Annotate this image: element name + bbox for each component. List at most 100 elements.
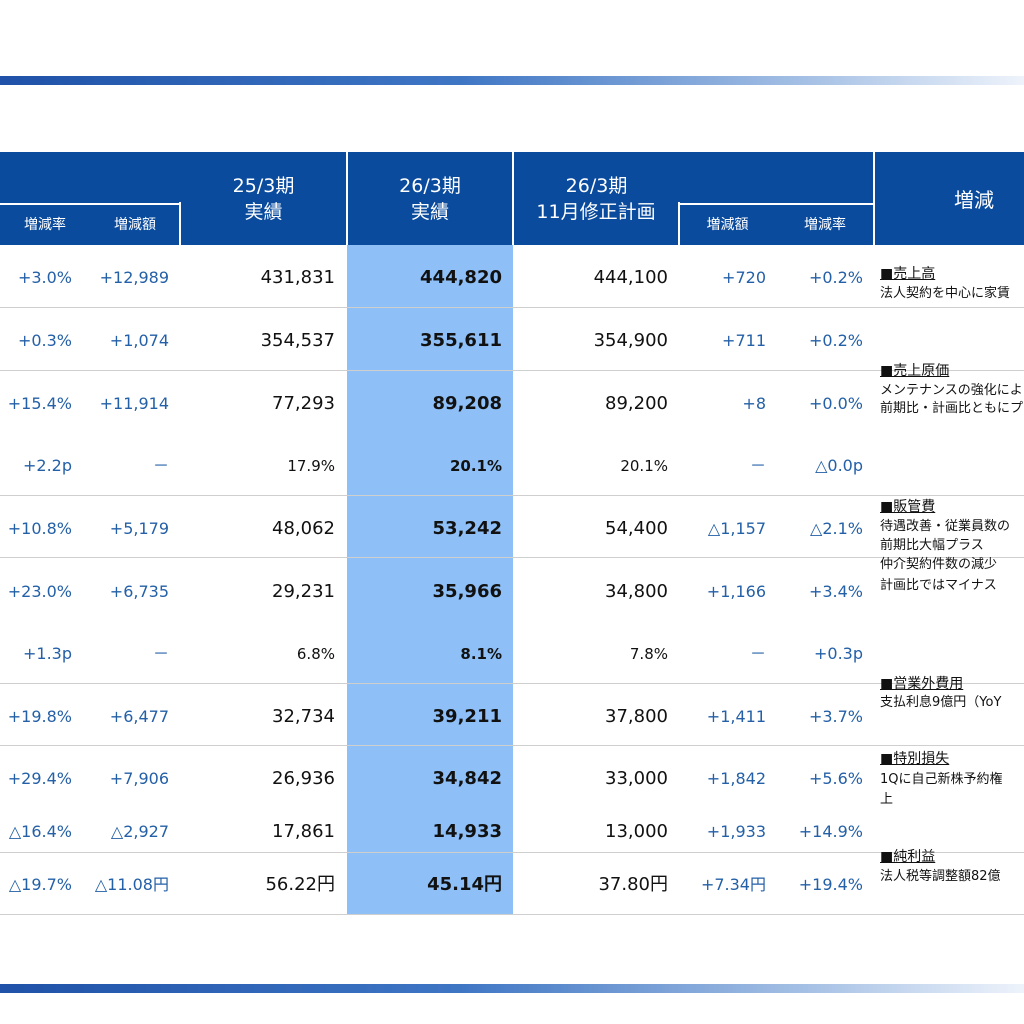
- yoy-rate-cell: △16.4%: [8, 822, 72, 841]
- yoy-amount-cell: +1,074: [109, 331, 169, 350]
- plan-value-cell: 20.1%: [620, 457, 668, 475]
- note-text: 上: [880, 792, 894, 807]
- header-divider: [873, 152, 875, 245]
- note-heading: ■営業外費用: [880, 676, 964, 692]
- header-yoy-rate: 増減率: [0, 204, 90, 245]
- header-fy26-plan: 26/3期: [513, 152, 874, 204]
- yoy-rate-cell: +19.8%: [7, 707, 72, 726]
- header-fy26-actual: 26/3期 実績: [347, 152, 513, 245]
- note-text: 前期比・計画比ともにプ: [880, 401, 1024, 416]
- plan-rate-cell: +19.4%: [798, 875, 863, 894]
- note-text: 仲介契約件数の減少: [880, 557, 998, 572]
- header-fy25-actual: 25/3期 実績: [180, 152, 347, 245]
- header-plan-line2-cell: 11月修正計画: [513, 201, 679, 245]
- fy25-value-cell: 354,537: [260, 330, 335, 351]
- plan-amount-cell: +1,411: [706, 707, 766, 726]
- fy26-value-cell: 89,208: [432, 393, 502, 414]
- plan-rate-cell: +5.6%: [808, 769, 863, 788]
- header-divider: [0, 203, 180, 205]
- header-divider: [678, 202, 680, 245]
- plan-amount-cell: +720: [722, 268, 766, 287]
- note-heading: ■特別損失: [880, 751, 950, 767]
- note-heading: ■売上高: [880, 266, 936, 282]
- yoy-amount-cell: △2,927: [110, 822, 169, 841]
- plan-amount-cell: +1,166: [706, 582, 766, 601]
- plan-value-cell: 34,800: [605, 581, 668, 602]
- yoy-amount-cell: +7,906: [109, 769, 169, 788]
- plan-amount-cell: +7.34円: [700, 875, 766, 894]
- row-divider: [0, 745, 1024, 746]
- plan-rate-cell: +0.2%: [808, 268, 863, 287]
- yoy-amount-cell: △11.08円: [94, 875, 169, 894]
- yoy-rate-cell: +0.3%: [17, 331, 72, 350]
- fy25-value-cell: 29,231: [272, 581, 335, 602]
- note-heading: ■販管費: [880, 499, 936, 515]
- fy25-value-cell: 77,293: [272, 393, 335, 414]
- fy26-value-cell: 39,211: [432, 706, 502, 727]
- fy26-actual-highlight: [347, 245, 513, 915]
- row-divider: [0, 307, 1024, 308]
- header-fy25-line2: 実績: [244, 201, 283, 223]
- plan-amount-cell: △1,157: [707, 519, 766, 538]
- yoy-amount-cell: －: [152, 456, 169, 475]
- fy25-value-cell: 26,936: [272, 768, 335, 789]
- yoy-amount-cell: +6,735: [109, 582, 169, 601]
- plan-amount-cell: +1,933: [706, 822, 766, 841]
- yoy-amount-cell: －: [152, 644, 169, 663]
- header-notes-label: 増減: [954, 188, 994, 212]
- yoy-amount-cell: +11,914: [99, 394, 169, 413]
- fy26-value-cell: 34,842: [432, 768, 502, 789]
- yoy-rate-cell: +1.3p: [22, 644, 72, 663]
- note-text: 待遇改善・従業員数の: [880, 519, 1011, 534]
- note-text: 法人税等調整額82億: [880, 869, 1001, 884]
- plan-rate-cell: +14.9%: [798, 822, 863, 841]
- header-divider: [346, 152, 348, 245]
- fy25-value-cell: 6.8%: [296, 645, 335, 663]
- plan-value-cell: 37,800: [605, 706, 668, 727]
- note-text: 計画比ではマイナス: [880, 578, 997, 593]
- header-fy25-line1: 25/3期: [232, 175, 295, 197]
- yoy-rate-cell: +2.2p: [22, 456, 72, 475]
- plan-amount-cell: +8: [742, 394, 766, 413]
- yoy-rate-cell: +15.4%: [7, 394, 72, 413]
- yoy-rate-cell: +23.0%: [7, 582, 72, 601]
- note-text: 法人契約を中心に家賃: [880, 286, 1011, 301]
- fy25-value-cell: 56.22円: [265, 874, 335, 895]
- fy26-value-cell: 20.1%: [449, 457, 502, 475]
- plan-value-cell: 37.80円: [598, 874, 668, 895]
- plan-value-cell: 89,200: [605, 393, 668, 414]
- header-notes: 増減: [874, 152, 1024, 245]
- plan-rate-cell: +0.2%: [808, 331, 863, 350]
- plan-rate-cell: +0.0%: [808, 394, 863, 413]
- plan-value-cell: 13,000: [605, 821, 668, 842]
- plan-rate-cell: △0.0p: [815, 456, 863, 475]
- yoy-amount-cell: +12,989: [99, 268, 169, 287]
- plan-value-cell: 7.8%: [629, 645, 668, 663]
- note-heading: ■純利益: [880, 849, 936, 865]
- row-divider: [0, 914, 1024, 915]
- header-yoy-amount: 増減額: [90, 204, 180, 245]
- header-fy26-line2: 実績: [410, 201, 449, 223]
- note-text: 1Qに自己新株予約権: [880, 772, 1003, 787]
- header-plan-amount: 増減額: [679, 204, 776, 245]
- fy26-value-cell: 8.1%: [460, 645, 502, 663]
- yoy-rate-cell: +10.8%: [7, 519, 72, 538]
- plan-amount-cell: +1,842: [706, 769, 766, 788]
- row-divider: [0, 495, 1024, 496]
- plan-rate-cell: +3.7%: [808, 707, 863, 726]
- yoy-amount-cell: +5,179: [109, 519, 169, 538]
- plan-value-cell: 54,400: [605, 518, 668, 539]
- fy26-value-cell: 444,820: [420, 267, 502, 288]
- plan-value-cell: 354,900: [593, 330, 668, 351]
- header-plan-line1: 26/3期: [565, 175, 628, 197]
- header-divider: [179, 202, 181, 245]
- yoy-rate-cell: +29.4%: [7, 769, 72, 788]
- note-heading: ■売上原価: [880, 363, 950, 379]
- fy25-value-cell: 17,861: [272, 821, 335, 842]
- plan-rate-cell: △2.1%: [810, 519, 863, 538]
- fy26-value-cell: 53,242: [432, 518, 502, 539]
- header-yoy-group: [0, 152, 180, 204]
- plan-value-cell: 444,100: [593, 267, 668, 288]
- top-accent-band: [0, 76, 1024, 85]
- header-fy26-line1: 26/3期: [399, 175, 461, 197]
